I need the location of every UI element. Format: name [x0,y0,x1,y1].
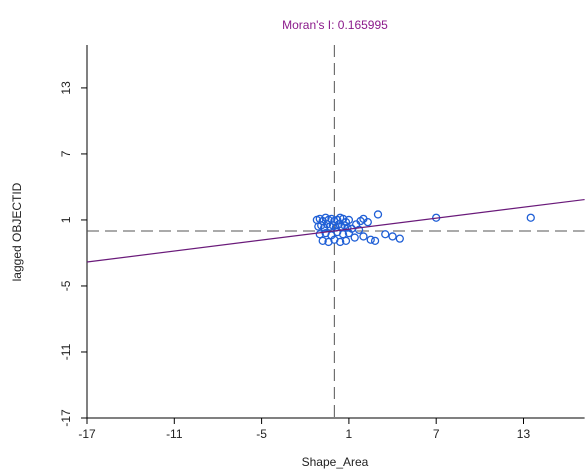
point [350,233,359,242]
x-tick-label: 13 [517,427,531,441]
x-tick-label: 1 [346,427,353,441]
y-axis-label: lagged OBJECTID [10,182,24,281]
x-tick-label: 7 [433,427,440,441]
point [354,225,364,234]
point [341,236,351,246]
x-tick-label: -5 [256,427,267,441]
point [526,213,535,222]
x-tick-label: -17 [78,427,96,441]
point [359,232,368,241]
point [363,217,372,227]
point [388,232,397,241]
x-axis-label: Shape_Area [302,455,369,469]
point [344,215,354,225]
point [366,235,375,244]
point [318,236,327,246]
point [370,236,380,246]
point [338,230,348,239]
point [336,237,345,247]
point [315,230,324,239]
x-tick-label: -11 [166,427,183,441]
y-tick-label: -5 [59,280,73,291]
y-tick-label: 1 [59,216,73,223]
chart-title: Moran's I: 0.165995 [282,18,388,32]
y-tick-label: 7 [59,150,73,157]
y-tick-label: 13 [59,81,73,95]
point [395,234,404,243]
y-tick-label: -17 [59,409,73,427]
point [373,210,383,219]
point [343,223,352,232]
regression-line [86,198,585,263]
y-tick-label: -11 [59,343,73,360]
point [381,230,390,239]
